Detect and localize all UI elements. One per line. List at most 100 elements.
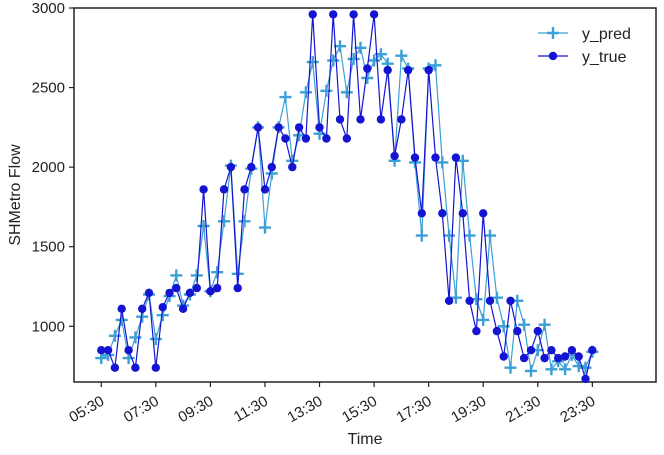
point-plus-y_pred bbox=[361, 72, 374, 84]
point-circle-y_true bbox=[233, 283, 242, 293]
point-plus-y_pred bbox=[518, 318, 531, 331]
point-plus-y_pred bbox=[443, 229, 456, 242]
point-plus-y_pred bbox=[320, 84, 333, 97]
point-plus-y_pred bbox=[347, 52, 360, 65]
point-circle-y_true bbox=[274, 123, 283, 132]
point-circle-y_true bbox=[288, 162, 297, 172]
point-circle-y_true bbox=[206, 287, 215, 296]
point-circle-y_true bbox=[138, 304, 147, 313]
point-plus-y_pred bbox=[327, 54, 340, 67]
y-tick-label: 1500 bbox=[32, 239, 65, 256]
point-plus-y_pred bbox=[368, 54, 381, 67]
point-circle-y_true bbox=[260, 185, 270, 194]
point-circle-y_true bbox=[253, 123, 263, 132]
point-circle-y_true bbox=[110, 363, 120, 372]
point-circle-y_true bbox=[581, 374, 590, 383]
point-circle-y_true bbox=[444, 296, 454, 305]
point-plus-y_pred bbox=[238, 215, 251, 228]
point-circle-y_true bbox=[199, 185, 208, 194]
point-circle-y_true bbox=[124, 346, 133, 355]
point-plus-y_pred bbox=[436, 156, 449, 169]
point-circle-y_true bbox=[165, 288, 174, 298]
point-circle-y_true bbox=[397, 115, 406, 124]
point-circle-y_true bbox=[363, 64, 372, 73]
point-plus-y_pred bbox=[115, 313, 128, 326]
point-plus-y_pred bbox=[456, 154, 469, 167]
point-circle-y_true bbox=[342, 134, 351, 143]
point-circle-y_true bbox=[472, 326, 481, 336]
point-circle-y_true bbox=[192, 283, 201, 293]
point-plus-y_pred bbox=[572, 360, 585, 373]
point-plus-y_pred bbox=[504, 361, 517, 374]
legend-plus-marker-y_pred bbox=[547, 27, 559, 39]
legend: y_pred y_true bbox=[538, 26, 631, 66]
point-circle-y_true bbox=[308, 10, 317, 19]
point-circle-y_true bbox=[499, 352, 508, 361]
series-layer bbox=[95, 10, 599, 383]
point-plus-y_pred bbox=[340, 86, 353, 99]
point-plus-y_pred bbox=[415, 229, 428, 242]
point-plus-y_pred bbox=[525, 364, 537, 377]
point-circle-y_true bbox=[519, 353, 529, 363]
point-circle-y_true bbox=[506, 296, 515, 305]
point-circle-y_true bbox=[151, 363, 160, 372]
point-circle-y_true bbox=[117, 304, 126, 313]
point-circle-y_true bbox=[178, 304, 188, 313]
point-plus-y_pred bbox=[259, 221, 271, 234]
point-circle-y_true bbox=[329, 10, 338, 19]
point-circle-y_true bbox=[349, 10, 358, 19]
point-circle-y_true bbox=[185, 288, 195, 298]
point-circle-y_true bbox=[574, 352, 583, 361]
point-circle-y_true bbox=[560, 352, 570, 361]
point-plus-y_pred bbox=[545, 363, 558, 376]
point-circle-y_true bbox=[431, 153, 440, 162]
point-circle-y_true bbox=[301, 134, 311, 143]
point-circle-y_true bbox=[547, 346, 556, 355]
x-axis-label: Time bbox=[348, 431, 383, 448]
point-circle-y_true bbox=[335, 115, 345, 124]
legend-label-y_pred: y_pred bbox=[582, 26, 631, 43]
point-plus-y_pred bbox=[538, 318, 551, 331]
point-plus-y_pred bbox=[395, 49, 408, 62]
point-circle-y_true bbox=[144, 288, 154, 298]
point-plus-y_pred bbox=[477, 313, 490, 326]
point-circle-y_true bbox=[131, 363, 140, 372]
point-circle-y_true bbox=[540, 353, 549, 363]
point-circle-y_true bbox=[294, 123, 304, 132]
y-tick-label: 3000 bbox=[32, 0, 65, 17]
point-circle-y_true bbox=[526, 346, 536, 355]
point-circle-y_true bbox=[356, 115, 365, 124]
point-circle-y_true bbox=[410, 153, 420, 162]
y-axis: 1000 1500 2000 2500 3000 bbox=[32, 0, 74, 335]
point-circle-y_true bbox=[588, 346, 597, 355]
point-plus-y_pred bbox=[429, 59, 442, 72]
point-circle-y_true bbox=[369, 10, 379, 19]
y-axis-label: SHMetro Flow bbox=[7, 144, 24, 246]
point-plus-y_pred bbox=[218, 215, 230, 228]
point-circle-y_true bbox=[533, 326, 542, 336]
y-tick-label: 1000 bbox=[32, 318, 65, 335]
point-circle-y_true bbox=[567, 346, 577, 355]
point-plus-y_pred bbox=[463, 229, 476, 242]
point-circle-y_true bbox=[438, 209, 447, 218]
point-plus-y_pred bbox=[490, 291, 503, 304]
point-plus-y_pred bbox=[197, 220, 210, 232]
point-circle-y_true bbox=[103, 346, 113, 355]
point-circle-y_true bbox=[247, 162, 256, 172]
point-circle-y_true bbox=[158, 303, 167, 312]
y-tick-label: 2500 bbox=[32, 80, 65, 97]
point-circle-y_true bbox=[404, 65, 413, 75]
point-circle-y_true bbox=[424, 65, 433, 75]
point-circle-y_true bbox=[213, 283, 222, 293]
point-plus-y_pred bbox=[299, 86, 312, 99]
point-circle-y_true bbox=[219, 185, 229, 194]
point-circle-y_true bbox=[451, 153, 461, 162]
legend-label-y_true: y_true bbox=[582, 49, 627, 66]
point-circle-y_true bbox=[492, 326, 502, 336]
point-circle-y_true bbox=[465, 296, 474, 305]
plot-frame bbox=[73, 7, 657, 383]
point-circle-y_true bbox=[322, 134, 331, 143]
point-plus-y_pred bbox=[334, 40, 346, 53]
